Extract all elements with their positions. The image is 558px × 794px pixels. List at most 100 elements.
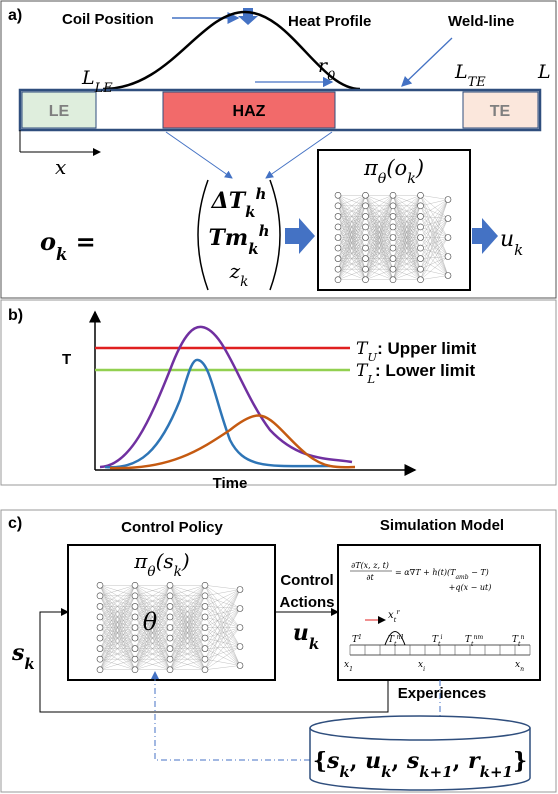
math-part: t (438, 641, 441, 648)
equation-part: = α∇T + h(t)(Tamb − T) (395, 568, 489, 581)
nn-edge (204, 637, 241, 647)
nn-node (362, 234, 369, 241)
nn-edge (99, 648, 136, 670)
math-part: i (423, 666, 425, 673)
nn-edge (99, 585, 136, 607)
nn-edge (420, 218, 449, 270)
nn-node (131, 666, 139, 674)
nn-edge (99, 585, 136, 628)
nn-edge (204, 665, 241, 670)
nn-edge (420, 247, 449, 257)
nn-edge (204, 646, 241, 660)
math-label: uk (500, 227, 523, 259)
nn-edge (204, 606, 241, 666)
nn-edge (420, 205, 449, 238)
nn-edge (420, 205, 449, 219)
nn-edge (420, 237, 449, 249)
math-part: k (339, 763, 349, 781)
nn-edge (169, 585, 206, 660)
model-curve (384, 631, 406, 646)
nn-node (166, 634, 174, 642)
nn-edge (420, 199, 449, 238)
math-part: h (259, 222, 270, 240)
position-label: xn (515, 660, 524, 673)
nn-edge (365, 247, 394, 280)
nn-edge (134, 585, 171, 639)
math-label: ok = (40, 227, 96, 264)
nn-node (201, 645, 209, 652)
math-part: t (394, 616, 397, 624)
coil-arrow (238, 8, 258, 25)
nn-node (131, 624, 139, 631)
nn-node (389, 213, 397, 220)
math-part: 1 (349, 666, 353, 673)
nn-edge (134, 585, 171, 607)
nn-edge (420, 199, 449, 270)
nn-edge (365, 269, 394, 280)
nn-edge (204, 627, 241, 649)
nn-node (362, 276, 369, 284)
nn-edge (337, 195, 366, 206)
nn-edge (392, 195, 421, 259)
nn-edge (420, 199, 449, 259)
nn-edge (337, 269, 366, 280)
nn-edge (204, 589, 241, 660)
nn-node (166, 624, 174, 631)
nn-edge (392, 226, 421, 280)
nn-edge (204, 646, 241, 649)
position-label: xi (418, 660, 425, 673)
nn-edge (337, 195, 366, 217)
vector-entry: Tmkh (209, 222, 270, 258)
nn-edge (204, 595, 241, 609)
coil-label: xtr (388, 608, 400, 624)
nn-edge (420, 199, 449, 228)
nn-edge (99, 585, 136, 660)
nn-node (334, 234, 342, 241)
nn-node (131, 613, 139, 621)
nn-edge (204, 606, 241, 609)
equation-part: ∂t (366, 573, 374, 582)
nn-edge (134, 585, 171, 596)
nn-node (334, 202, 342, 210)
math-part: t (394, 641, 397, 648)
nn-edge (204, 595, 241, 628)
nn-edge (169, 595, 206, 670)
nn-edge (365, 258, 394, 280)
nn-node (236, 624, 244, 631)
math-part: o (40, 227, 56, 256)
math-part: n (520, 634, 524, 641)
nn-edge (204, 589, 241, 628)
nn-edge (134, 585, 171, 660)
nn-edge (337, 216, 366, 280)
nn-edge (99, 616, 136, 670)
math-part: x (344, 660, 349, 670)
nn-node (96, 666, 104, 674)
math-part: x (388, 610, 394, 621)
nn-node (131, 655, 139, 663)
nn-edge (169, 637, 206, 670)
math-label: πθ(sk) (133, 549, 189, 580)
nn-edge (420, 269, 449, 276)
math-label: LLE (81, 67, 113, 96)
nn-node (362, 213, 369, 220)
tuple: {sk, uk, sk+1, rk+1} (313, 748, 527, 781)
nn-edge (99, 606, 136, 670)
nn-edge (420, 237, 449, 257)
math-part: k (24, 655, 34, 673)
nn-edge (204, 606, 241, 628)
nn-edge (134, 627, 171, 670)
nn-node (166, 603, 174, 610)
nn-edge (392, 195, 421, 280)
nn-edge (99, 627, 136, 670)
nn-edge (392, 195, 421, 206)
nn-edge (337, 195, 366, 249)
math-part: u (293, 620, 309, 646)
nn-edge (420, 205, 449, 257)
math-part: k+1 (419, 763, 452, 781)
panel-b-frame (0, 299, 557, 486)
nn-edge (365, 195, 394, 259)
nn-edge (204, 616, 241, 628)
nn-edge (365, 195, 394, 280)
nn-edge (99, 585, 136, 639)
nn-edge (99, 585, 136, 670)
